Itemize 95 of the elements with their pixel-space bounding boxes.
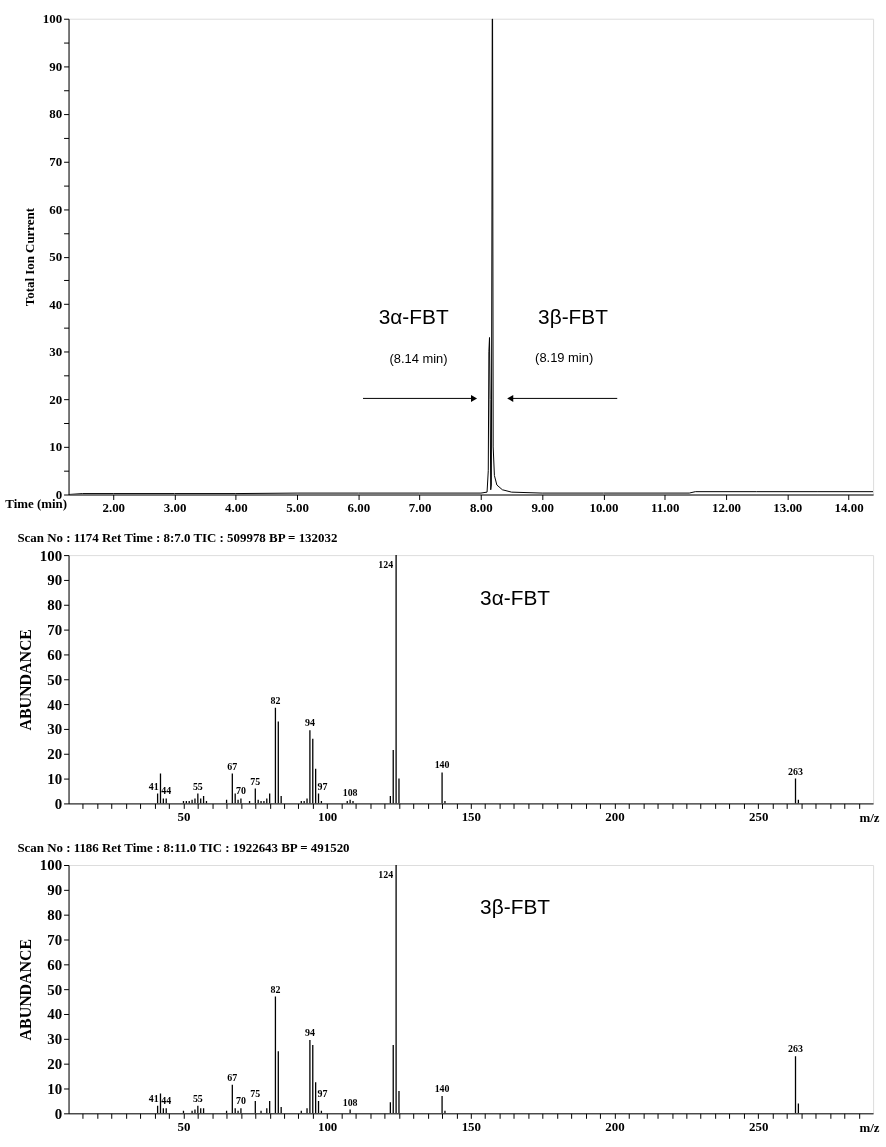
y-tick-label: 70 [49,153,63,169]
y-tick-label: 10 [47,1080,63,1097]
y-tick-label: 70 [47,931,63,948]
y-tick-label: 20 [47,746,63,763]
y-tick-label: 10 [47,771,63,788]
y-tick-label: 90 [49,58,63,74]
y-tick-label: 80 [47,907,63,924]
x-tick-label: 11.00 [651,499,680,515]
y-tick-label: 100 [39,547,63,564]
annotation: 97 [317,780,328,792]
x-axis-title: m/z [859,1119,880,1135]
y-tick-label: 100 [39,857,63,874]
y-tick-label: 0 [54,1105,63,1122]
annotation: 55 [192,780,203,792]
annotation: 75 [250,775,261,787]
annotation: 3β-FBT [480,895,551,919]
x-tick-label: 50 [177,808,191,824]
annotation: 44 [161,1095,172,1107]
y-tick-label: 50 [47,981,63,998]
y-tick-label: 40 [49,296,63,312]
x-tick-label: 200 [605,1118,625,1134]
x-tick-label: 9.00 [531,499,554,515]
x-tick-label: 150 [461,808,481,824]
x-tick-label: 13.00 [773,499,803,515]
y-tick-label: 20 [47,1056,63,1073]
annotation: (8.19 min) [535,350,594,366]
x-tick-label: 250 [748,808,769,824]
annotation: 3α-FBT [480,585,551,609]
x-tick-label: 100 [317,808,338,824]
y-tick-label: 90 [47,572,63,589]
annotation: 94 [304,1027,315,1039]
x-tick-label: 50 [177,1118,191,1134]
annotation: 140 [434,759,450,771]
annotation: 124 [378,559,394,571]
annotation: 97 [317,1087,328,1099]
y-tick-label: 60 [47,646,63,663]
annotation: 94 [304,717,315,729]
annotation: 263 [788,1043,803,1055]
y-tick-label: 0 [54,795,63,812]
x-tick-label: 200 [605,808,625,824]
x-tick-label: 10.00 [589,499,619,515]
y-tick-label: 50 [49,249,63,265]
annotation: 70 [235,785,246,797]
y-tick-label: 40 [47,696,63,713]
annotation: 55 [192,1092,203,1104]
y-tick-label: 20 [49,391,63,407]
y-axis-title: Total Ion Current [21,207,37,307]
x-tick-label: 250 [748,1118,769,1134]
y-tick-label: 0 [55,486,63,502]
y-tick-label: 30 [49,344,63,360]
annotation: 3β-FBT [538,305,609,329]
x-tick-label: 2.00 [102,499,126,515]
x-tick-label: 3.00 [163,499,187,515]
annotation: 124 [378,868,394,880]
chart-title: Scan No : 1186 Ret Time : 8:11.0 TIC : 1922643 BP = 491520 [17,840,350,856]
x-tick-label: 150 [461,1118,481,1134]
y-tick-label: 60 [49,201,63,217]
x-tick-label: 100 [317,1118,338,1134]
annotation: 44 [161,785,172,797]
annotation: 75 [250,1087,261,1099]
y-tick-label: 70 [47,622,63,639]
y-tick-label: 10 [49,439,63,455]
x-tick-label: 8.00 [470,499,493,515]
annotation: 263 [788,765,803,777]
x-tick-label: 6.00 [347,499,371,515]
y-axis-title: ABUNDANCE [16,938,34,1041]
y-tick-label: 100 [42,11,63,27]
annotation: 108 [342,1096,358,1108]
annotation: 108 [342,786,358,798]
y-tick-label: 40 [47,1006,63,1023]
annotation: 67 [227,1071,238,1083]
y-tick-label: 80 [47,597,63,614]
y-axis-title: ABUNDANCE [16,629,34,731]
annotation: 67 [227,760,238,772]
x-tick-label: 7.00 [408,499,432,515]
annotation: 82 [270,983,281,995]
annotation: (8.14 min) [389,351,448,367]
annotation: 41 [148,780,159,792]
x-tick-label: 4.00 [225,499,248,515]
chart-title: Scan No : 1174 Ret Time : 8:7.0 TIC : 509978 BP = 132032 [17,530,338,546]
annotation: 70 [235,1095,246,1107]
x-tick-label: 12.00 [712,499,742,515]
y-tick-label: 90 [47,882,63,899]
x-axis-title: m/z [859,809,880,825]
y-tick-label: 80 [49,106,63,122]
y-tick-label: 50 [47,671,63,688]
y-tick-label: 30 [47,721,63,738]
annotation: 82 [270,694,281,706]
annotation: 140 [434,1082,450,1094]
x-tick-label: 5.00 [286,499,309,515]
y-tick-label: 60 [47,956,63,973]
annotation: 3α-FBT [378,305,449,329]
y-tick-label: 30 [47,1031,63,1048]
annotation: 41 [148,1092,159,1104]
x-tick-label: 14.00 [834,499,864,515]
